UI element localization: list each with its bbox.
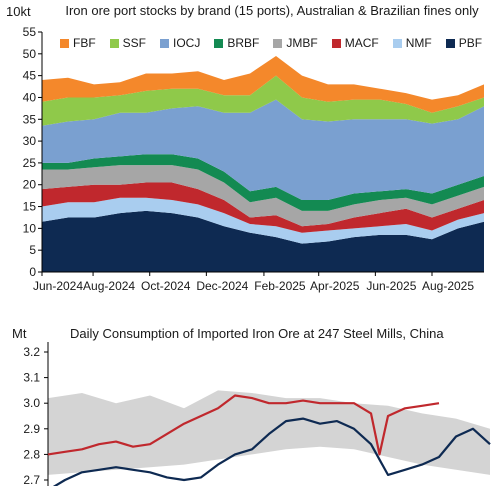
- x-tick-label: Feb-2025: [254, 279, 306, 293]
- area-nmf: [42, 197, 484, 244]
- chart-title: Iron ore port stocks by brand (15 ports)…: [65, 3, 479, 18]
- y-axis-unit: Mt: [12, 326, 27, 341]
- legend-swatch: [331, 39, 341, 48]
- legend-swatch: [60, 39, 69, 48]
- legend-label: SSF: [122, 36, 147, 50]
- y-tick-label: 3.1: [23, 371, 40, 385]
- y-tick-label: 2.7: [23, 473, 40, 486]
- y-tick-label: 15: [23, 200, 37, 214]
- area-jmbf: [42, 165, 484, 227]
- y-tick-label: 2.9: [23, 422, 40, 436]
- area-ssf: [42, 75, 484, 126]
- legend-item-nmf: NMF: [392, 36, 432, 50]
- x-tick-label: Aug-2024: [83, 279, 135, 293]
- legend-item-fbf: FBF: [60, 36, 96, 50]
- area-macf: [42, 182, 484, 233]
- area-pbf: [42, 210, 484, 272]
- legend-label: IOCJ: [173, 36, 201, 50]
- legend-label: NMF: [405, 36, 432, 50]
- y-axis-unit: 10kt: [6, 4, 31, 19]
- x-tick-label: Jun-2025: [366, 279, 416, 293]
- y-tick-label: 3.0: [23, 396, 40, 410]
- legend-label: MACF: [344, 36, 379, 50]
- x-tick-label: Oct-2024: [141, 279, 191, 293]
- legend-swatch: [160, 39, 170, 48]
- x-tick-label: Aug-2025: [422, 279, 474, 293]
- legend-label: FBF: [73, 36, 96, 50]
- legend-item-brbf: BRBF: [214, 36, 259, 50]
- legend-item-jmbf: JMBF: [273, 36, 318, 50]
- x-tick-label: Apr-2025: [310, 279, 360, 293]
- y-tick-label: 20: [23, 178, 37, 192]
- legend-label: BRBF: [227, 36, 260, 50]
- legend-label: JMBF: [286, 36, 318, 50]
- legend-label: PBF: [458, 36, 483, 50]
- x-tick-label: Jun-2024: [33, 279, 83, 293]
- y-tick-label: 50: [23, 47, 37, 61]
- series-line-red: [47, 394, 440, 456]
- daily-consumption-chart: Mt Daily Consumption of Imported Iron Or…: [0, 318, 500, 491]
- chart-title: Daily Consumption of Imported Iron Ore a…: [70, 326, 444, 341]
- series-line-blue: [47, 417, 491, 491]
- y-tick-label: 30: [23, 134, 37, 148]
- y-tick-label: 2.8: [23, 447, 40, 461]
- y-tick-label: 3.2: [23, 345, 40, 359]
- area-fbf: [42, 56, 484, 113]
- legend-swatch: [392, 39, 402, 48]
- legend-swatch: [445, 39, 455, 48]
- legend-swatch: [214, 39, 224, 48]
- x-tick-label: Dec-2024: [196, 279, 248, 293]
- stacked-area-plot: 0 5 10 15 20 25 30 35 40 45 50 55 Jun-2024 Aug-2024 Oc…: [23, 25, 484, 293]
- legend-item-macf: MACF: [331, 36, 379, 50]
- y-tick-label: 25: [23, 156, 37, 170]
- y-tick-label: 0: [29, 265, 36, 279]
- legend: FBF SSF IOCJ BRBF JMBF MACF NMF PBF: [60, 36, 500, 50]
- y-tick-label: 40: [23, 90, 37, 104]
- legend-item-ssf: SSF: [109, 36, 147, 50]
- legend-swatch: [273, 39, 283, 48]
- legend-item-pbf: PBF: [445, 36, 483, 50]
- y-tick-label: 35: [23, 112, 37, 126]
- port-stocks-chart: 10kt Iron ore port stocks by brand (15 p…: [6, 3, 500, 293]
- y-tick-label: 5: [29, 243, 36, 257]
- y-tick-label: 45: [23, 69, 37, 83]
- line-plot: 2.7 2.8 2.9 3.0 3.1 3.2: [23, 342, 491, 491]
- area-brbf: [42, 154, 484, 211]
- y-tick-label: 55: [23, 25, 37, 39]
- legend-item-iocj: IOCJ: [160, 36, 200, 50]
- y-tick-label: 10: [23, 221, 37, 235]
- area-iocj: [42, 99, 484, 200]
- legend-swatch: [109, 39, 119, 48]
